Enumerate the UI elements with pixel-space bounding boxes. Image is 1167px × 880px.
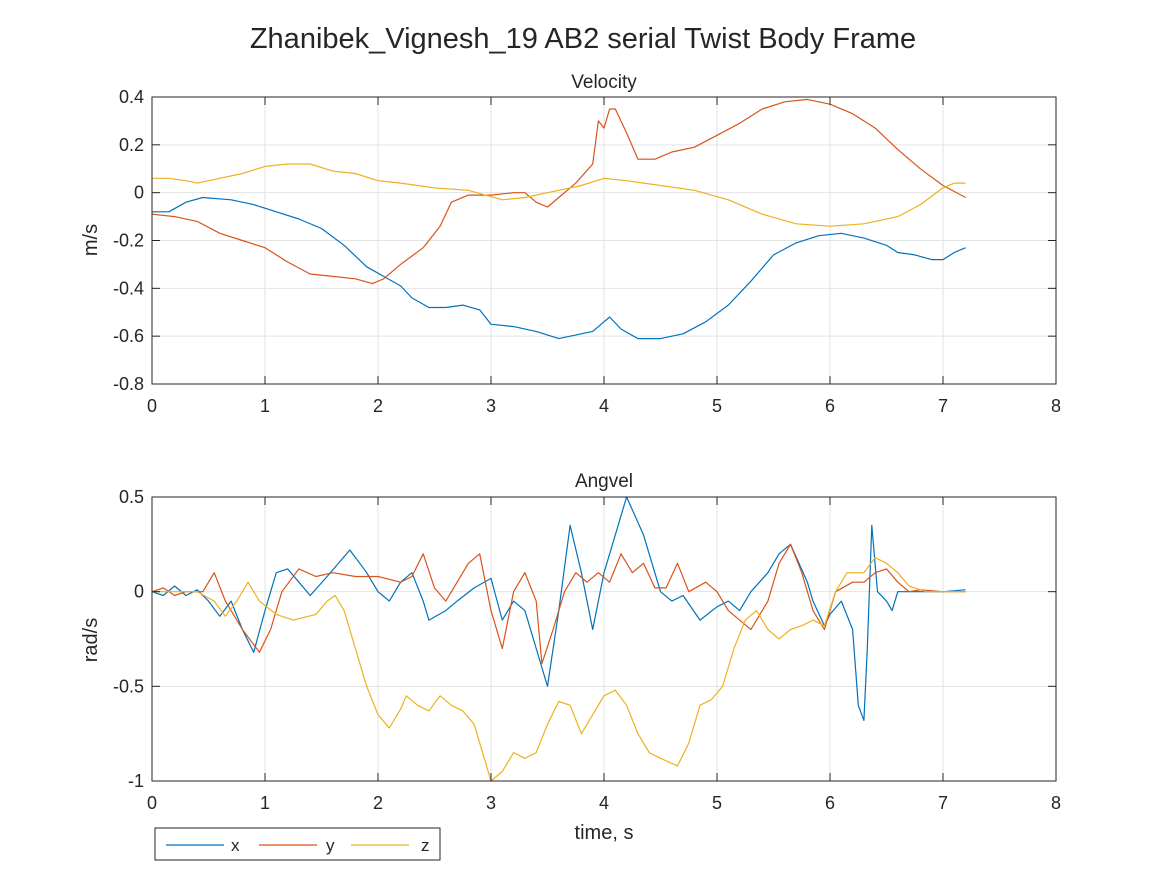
angvel-xtick-label: 8	[1051, 793, 1061, 813]
angvel-xtick-label: 2	[373, 793, 383, 813]
velocity-ytick-label: -0.8	[113, 374, 144, 394]
angvel-xtick-label: 4	[599, 793, 609, 813]
velocity-series-y-line	[151, 98, 966, 285]
angvel-lines	[151, 496, 966, 782]
angvel-ytick-label: 0	[134, 582, 144, 602]
legend-box	[154, 827, 441, 861]
velocity-xtick-label: 0	[147, 396, 157, 416]
angvel-ytick-label: 0.5	[119, 487, 144, 507]
velocity-series-x-line	[152, 196, 966, 340]
angvel-series-z-line	[152, 557, 966, 782]
angvel-xlabel: time, s	[575, 822, 634, 844]
velocity-ytick-label: -0.4	[113, 278, 144, 298]
velocity-panel: Velocity 0 1 2 3 4 5 6 7 8 -0.8 -0.6 -0.4 -0.2 0 0.2 0.…	[80, 72, 1061, 416]
angvel-xtick-label: 1	[260, 793, 270, 813]
legend-z-label: z	[421, 836, 430, 855]
angvel-title: Angvel	[575, 471, 633, 492]
angvel-xtick-label: 0	[147, 793, 157, 813]
velocity-ytick-label: 0.2	[119, 135, 144, 155]
velocity-ticks: 0 1 2 3 4 5 6 7 8 -0.8 -0.6 -0.4 -0.2 0 0.2 0.4	[113, 87, 1061, 416]
velocity-xtick-label: 2	[373, 396, 383, 416]
angvel-xtick-label: 6	[825, 793, 835, 813]
velocity-ytick-label: -0.2	[113, 231, 144, 251]
legend-y-label: y	[326, 836, 335, 855]
angvel-panel: Angvel 0 1 2 3 4 5 6 7 8 -1 -0.5 0 0.5 rad/s time, s	[80, 471, 1061, 844]
velocity-title: Velocity	[571, 72, 637, 93]
angvel-xtick-label: 3	[486, 793, 496, 813]
angvel-ytick-label: -0.5	[113, 676, 144, 696]
legend-x-label: x	[231, 836, 240, 855]
angvel-ylabel: rad/s	[80, 618, 102, 662]
velocity-xtick-label: 8	[1051, 396, 1061, 416]
angvel-xtick-label: 7	[938, 793, 948, 813]
velocity-xtick-label: 4	[599, 396, 609, 416]
angvel-grid	[152, 497, 1056, 781]
angvel-xtick-label: 5	[712, 793, 722, 813]
angvel-series-x-line	[151, 496, 966, 721]
velocity-ytick-label: 0	[134, 183, 144, 203]
velocity-lines	[151, 98, 966, 340]
velocity-ylabel: m/s	[80, 224, 102, 256]
legend: x y z	[154, 827, 441, 861]
velocity-ytick-label: -0.6	[113, 326, 144, 346]
figure-title: Zhanibek_Vignesh_19 AB2 serial Twist Bod…	[250, 23, 916, 55]
angvel-series-y-line	[151, 543, 966, 665]
velocity-xtick-label: 3	[486, 396, 496, 416]
angvel-ticks: 0 1 2 3 4 5 6 7 8 -1 -0.5 0 0.5	[113, 487, 1061, 813]
angvel-ytick-label: -1	[128, 771, 144, 791]
velocity-xtick-label: 7	[938, 396, 948, 416]
velocity-xtick-label: 1	[260, 396, 270, 416]
velocity-xtick-label: 5	[712, 396, 722, 416]
velocity-grid	[152, 97, 1056, 384]
velocity-ytick-label: 0.4	[119, 87, 144, 107]
velocity-xtick-label: 6	[825, 396, 835, 416]
velocity-series-z-line	[152, 163, 966, 227]
